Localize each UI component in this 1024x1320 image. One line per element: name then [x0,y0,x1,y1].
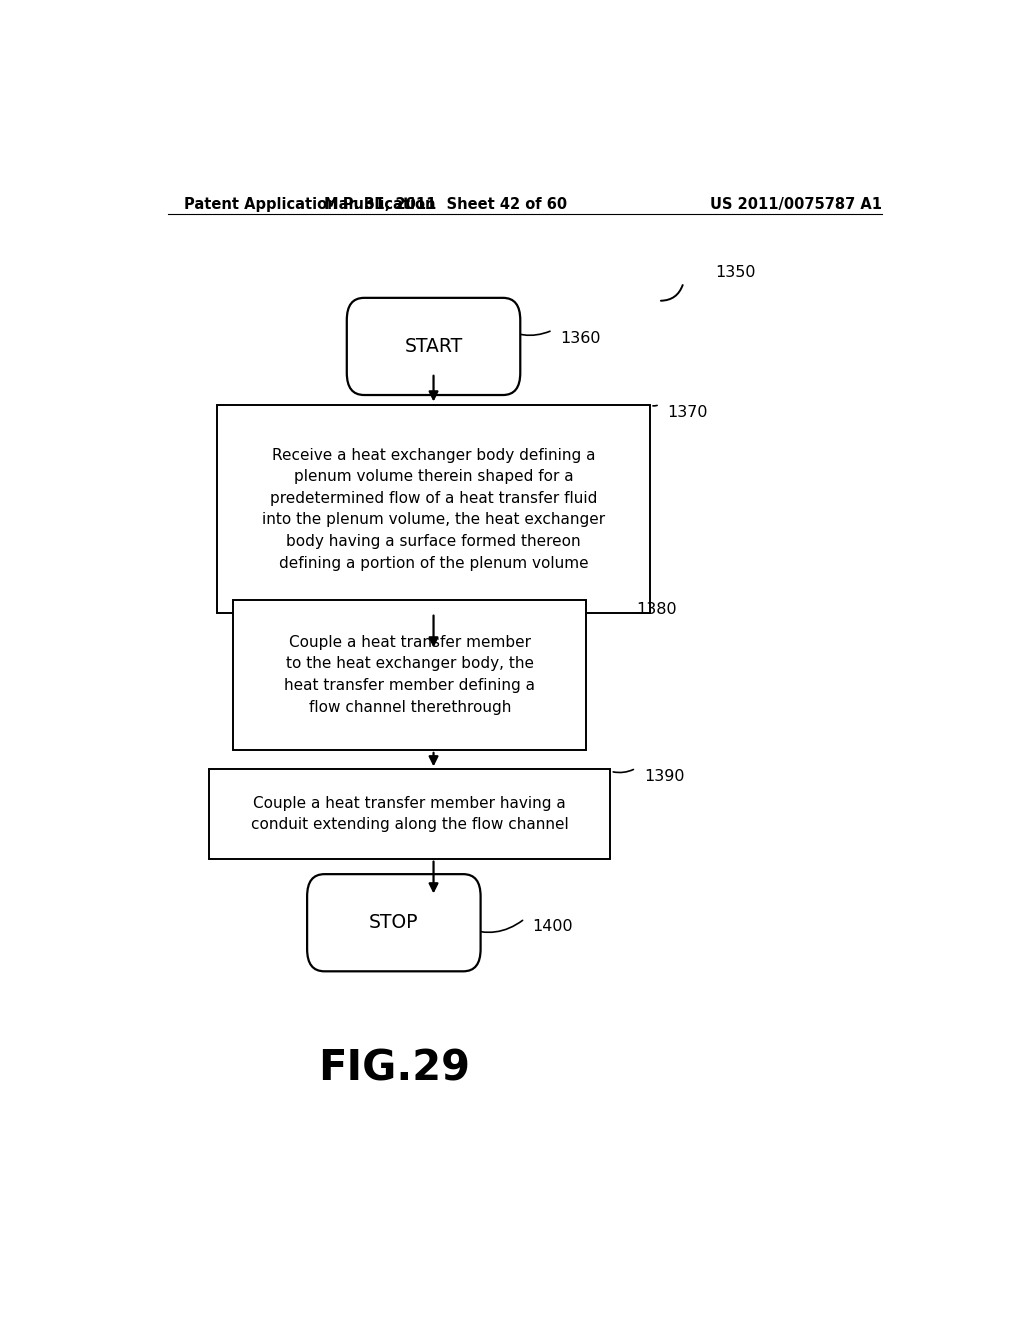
FancyBboxPatch shape [347,298,520,395]
FancyBboxPatch shape [307,874,480,972]
Text: Couple a heat transfer member
to the heat exchanger body, the
heat transfer memb: Couple a heat transfer member to the hea… [285,635,536,714]
Text: 1390: 1390 [644,768,684,784]
FancyBboxPatch shape [209,770,610,859]
Text: 1350: 1350 [715,265,756,280]
FancyBboxPatch shape [233,599,587,750]
Text: US 2011/0075787 A1: US 2011/0075787 A1 [710,197,882,211]
Text: 1370: 1370 [668,405,709,420]
Text: STOP: STOP [369,913,419,932]
Text: Receive a heat exchanger body defining a
plenum volume therein shaped for a
pred: Receive a heat exchanger body defining a… [262,447,605,570]
Text: 1400: 1400 [532,919,573,935]
Text: 1380: 1380 [636,602,677,618]
Text: Couple a heat transfer member having a
conduit extending along the flow channel: Couple a heat transfer member having a c… [251,796,568,833]
Text: START: START [404,337,463,356]
Text: FIG.29: FIG.29 [317,1047,470,1089]
Text: 1360: 1360 [560,331,601,346]
FancyBboxPatch shape [217,405,650,614]
Text: Mar. 31, 2011  Sheet 42 of 60: Mar. 31, 2011 Sheet 42 of 60 [324,197,567,211]
Text: Patent Application Publication: Patent Application Publication [183,197,435,211]
